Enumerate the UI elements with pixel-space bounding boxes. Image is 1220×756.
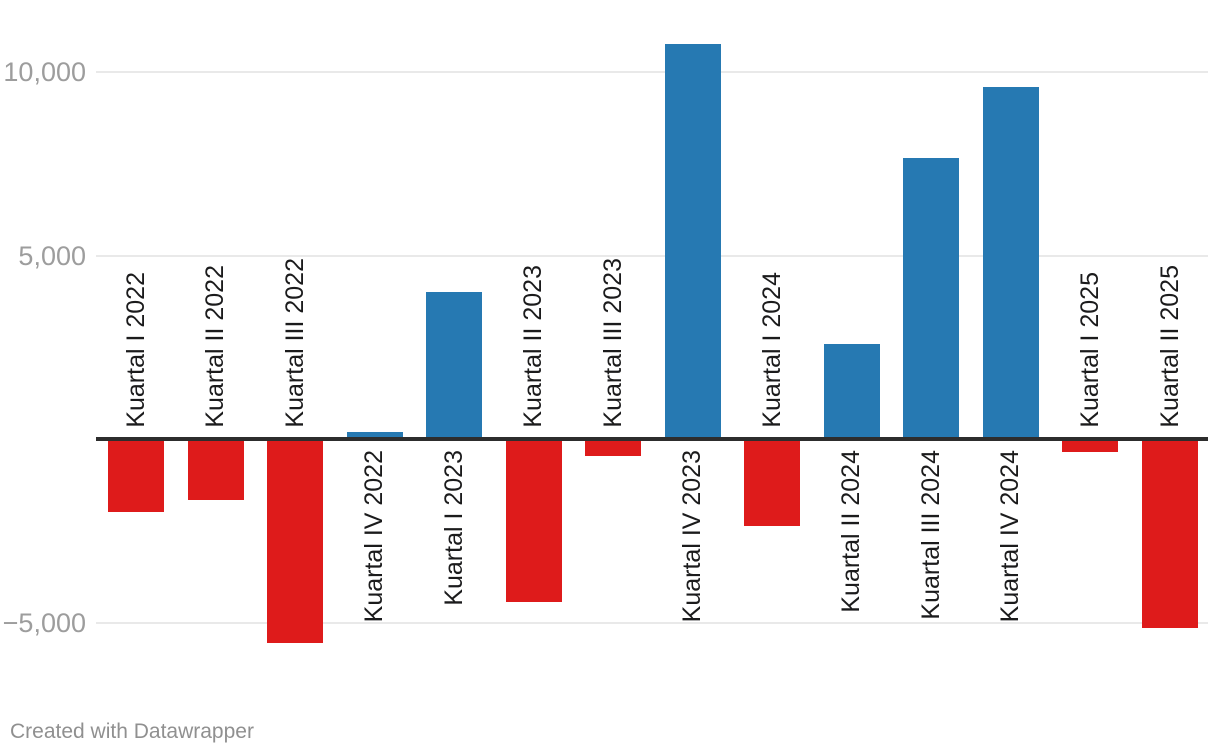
gridline-10000 [96, 71, 1208, 73]
y-tick-label: −5,000 [2, 607, 86, 638]
category-label: Kuartal I 2024 [757, 272, 786, 428]
category-label-wrap: Kuartal I 2022 [108, 272, 164, 428]
bar-kuartal-i-2024[interactable] [744, 439, 801, 526]
bar-kuartal-iv-2022[interactable] [346, 431, 403, 439]
category-label-wrap: Kuartal IV 2022 [347, 450, 403, 622]
bar-kuartal-iii-2023[interactable] [585, 439, 642, 456]
gridline-5000 [96, 254, 1208, 257]
category-label: Kuartal III 2022 [280, 258, 309, 428]
bar-kuartal-i-2025[interactable] [1062, 439, 1119, 452]
bar-kuartal-iv-2023[interactable] [664, 44, 721, 439]
category-label: Kuartal IV 2022 [360, 450, 389, 623]
category-label-wrap: Kuartal II 2024 [824, 450, 880, 613]
category-label: Kuartal III 2023 [598, 258, 627, 428]
category-label: Kuartal II 2023 [519, 265, 548, 428]
y-tick-label: 10,000 [3, 57, 86, 87]
category-label: Kuartal I 2022 [121, 272, 150, 428]
category-label: Kuartal I 2025 [1075, 272, 1104, 428]
category-label-wrap: Kuartal II 2025 [1142, 265, 1198, 428]
category-label-wrap: Kuartal IV 2024 [983, 450, 1039, 622]
bar-kuartal-ii-2023[interactable] [505, 439, 562, 602]
gridline--5000 [96, 621, 1208, 624]
category-label: Kuartal I 2023 [439, 450, 468, 606]
category-label-wrap: Kuartal II 2022 [188, 265, 244, 428]
x-axis-baseline [96, 437, 1208, 441]
category-label: Kuartal II 2024 [837, 450, 866, 613]
datawrapper-credit-link[interactable]: Created with Datawrapper [10, 720, 254, 743]
bar-kuartal-ii-2025[interactable] [1142, 439, 1199, 628]
category-label-wrap: Kuartal III 2023 [585, 258, 641, 428]
bar-kuartal-i-2023[interactable] [426, 292, 483, 439]
category-label: Kuartal II 2022 [201, 265, 230, 428]
bar-kuartal-i-2022[interactable] [108, 439, 164, 513]
bar-kuartal-iii-2024[interactable] [903, 158, 960, 439]
category-label-wrap: Kuartal I 2023 [426, 450, 482, 606]
category-label-wrap: Kuartal I 2024 [744, 272, 800, 428]
category-label: Kuartal IV 2023 [678, 450, 707, 623]
bar-kuartal-ii-2022[interactable] [187, 439, 244, 500]
bar-kuartal-ii-2024[interactable] [823, 343, 880, 439]
category-label: Kuartal III 2024 [916, 450, 945, 620]
category-label-wrap: Kuartal I 2025 [1062, 272, 1118, 428]
bar-kuartal-iii-2022[interactable] [267, 439, 324, 644]
category-label: Kuartal II 2025 [1155, 265, 1184, 428]
category-label-wrap: Kuartal IV 2023 [665, 450, 721, 622]
category-label-wrap: Kuartal III 2022 [267, 258, 323, 428]
category-label-wrap: Kuartal II 2023 [506, 265, 562, 428]
bar-kuartal-iv-2024[interactable] [982, 86, 1039, 439]
category-label-wrap: Kuartal III 2024 [903, 450, 959, 620]
y-tick-label: 5,000 [18, 240, 86, 271]
category-label: Kuartal IV 2024 [996, 450, 1025, 623]
